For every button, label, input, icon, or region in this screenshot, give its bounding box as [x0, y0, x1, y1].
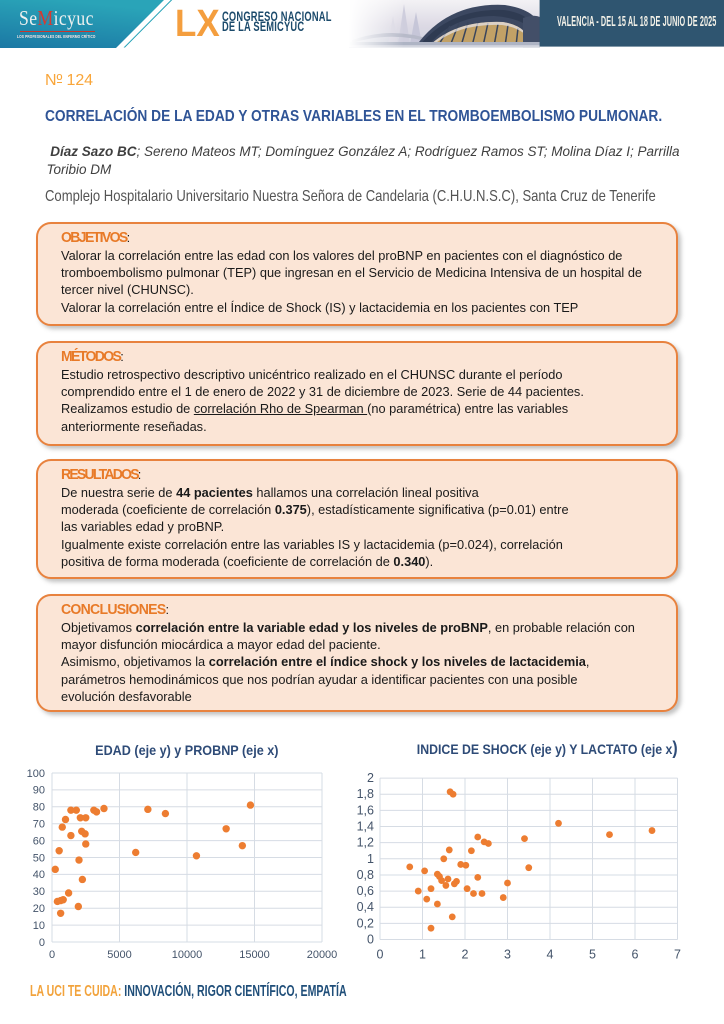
svg-text:7: 7: [674, 948, 681, 962]
svg-text:10: 10: [33, 920, 45, 932]
svg-text:1: 1: [367, 852, 374, 866]
svg-text:20: 20: [33, 903, 45, 915]
svg-text:1: 1: [419, 948, 426, 962]
svg-text:20000: 20000: [307, 949, 338, 961]
svg-text:4: 4: [547, 948, 554, 962]
svg-text:15000: 15000: [239, 949, 270, 961]
svg-text:0,6: 0,6: [357, 884, 374, 898]
svg-text:0,8: 0,8: [357, 868, 374, 882]
svg-text:50: 50: [33, 852, 45, 864]
svg-text:1,2: 1,2: [357, 836, 374, 850]
svg-text:5000: 5000: [107, 949, 131, 961]
svg-text:70: 70: [33, 819, 45, 831]
svg-text:2: 2: [367, 771, 374, 785]
svg-text:40: 40: [33, 869, 45, 881]
svg-text:3: 3: [504, 948, 511, 962]
svg-text:5: 5: [589, 948, 596, 962]
svg-text:0: 0: [49, 949, 55, 961]
svg-text:2: 2: [462, 948, 469, 962]
svg-text:0,2: 0,2: [357, 916, 374, 930]
svg-text:1,8: 1,8: [357, 787, 374, 801]
svg-text:1,6: 1,6: [357, 803, 374, 817]
svg-text:10000: 10000: [172, 949, 203, 961]
svg-text:1,4: 1,4: [357, 820, 374, 834]
svg-text:100: 100: [27, 768, 45, 780]
svg-text:0,4: 0,4: [357, 900, 374, 914]
svg-text:30: 30: [33, 886, 45, 898]
svg-text:0: 0: [39, 937, 45, 949]
svg-text:60: 60: [33, 835, 45, 847]
svg-text:0: 0: [377, 948, 384, 962]
svg-text:0: 0: [367, 933, 374, 947]
svg-text:90: 90: [33, 785, 45, 797]
svg-text:80: 80: [33, 802, 45, 814]
svg-text:6: 6: [632, 948, 639, 962]
